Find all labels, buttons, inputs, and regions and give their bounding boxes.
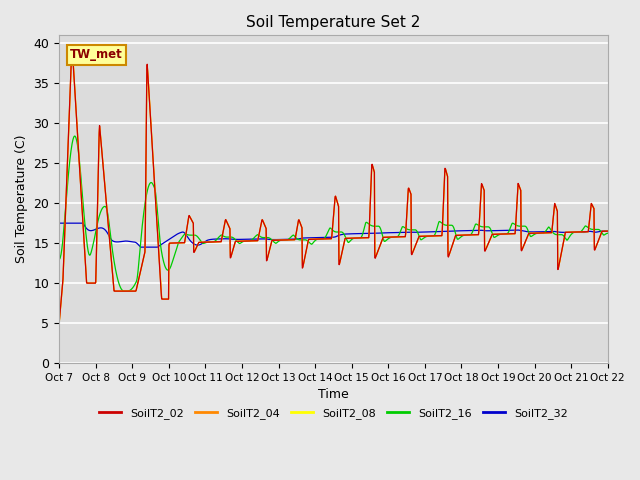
SoilT2_08 [419,233,427,239]
SoilT2_08 [178,240,186,246]
Line: SoilT2_04: SoilT2_04 [59,47,608,323]
SoilT2_16 [604,230,612,236]
SoilT2_02 [604,228,612,234]
SoilT2_08 [491,231,499,237]
SoilT2_16 [123,288,131,294]
SoilT2_32 [539,229,547,235]
SoilT2_16 [491,234,499,240]
SoilT2_04 [164,296,172,302]
SoilT2_08 [164,296,172,302]
Text: TW_met: TW_met [70,48,123,61]
SoilT2_02 [239,238,247,244]
SoilT2_16 [55,256,63,262]
SoilT2_16 [71,133,79,139]
Legend: SoilT2_02, SoilT2_04, SoilT2_08, SoilT2_16, SoilT2_32: SoilT2_02, SoilT2_04, SoilT2_08, SoilT2_… [95,403,572,423]
Line: SoilT2_02: SoilT2_02 [59,46,608,323]
SoilT2_04 [55,320,63,326]
SoilT2_32 [419,229,427,235]
SoilT2_32 [55,220,63,226]
SoilT2_08 [239,238,247,244]
SoilT2_04 [419,233,427,239]
SoilT2_08 [55,320,63,326]
Line: SoilT2_32: SoilT2_32 [59,223,608,247]
SoilT2_04 [491,231,499,237]
SoilT2_32 [137,244,145,250]
SoilT2_08 [539,230,547,236]
SoilT2_32 [239,237,247,242]
SoilT2_32 [491,228,499,233]
SoilT2_02 [68,43,76,49]
SoilT2_32 [178,229,186,235]
Line: SoilT2_16: SoilT2_16 [59,136,608,291]
SoilT2_08 [604,228,612,234]
SoilT2_04 [604,228,612,234]
SoilT2_32 [164,237,172,243]
SoilT2_02 [419,233,427,239]
SoilT2_16 [178,235,186,240]
SoilT2_02 [164,296,172,302]
SoilT2_04 [239,238,247,244]
SoilT2_04 [68,44,76,49]
SoilT2_16 [540,230,547,236]
SoilT2_16 [164,267,172,273]
Title: Soil Temperature Set 2: Soil Temperature Set 2 [246,15,420,30]
Y-axis label: Soil Temperature (C): Soil Temperature (C) [15,135,28,264]
SoilT2_16 [419,236,427,241]
Line: SoilT2_08: SoilT2_08 [59,48,608,323]
SoilT2_04 [178,240,186,246]
SoilT2_08 [68,45,76,50]
X-axis label: Time: Time [318,388,349,401]
SoilT2_02 [491,231,499,237]
SoilT2_02 [178,240,186,246]
SoilT2_16 [239,239,247,244]
SoilT2_04 [539,230,547,236]
SoilT2_32 [604,228,612,234]
SoilT2_02 [539,230,547,236]
SoilT2_02 [55,320,63,326]
